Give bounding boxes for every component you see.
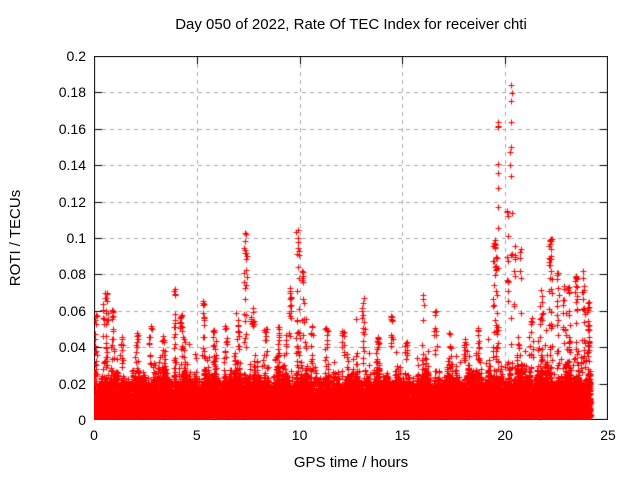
y-tick-label: 0.08	[58, 266, 86, 283]
y-tick-label: 0.18	[58, 84, 86, 101]
y-tick-label: 0.1	[66, 230, 86, 246]
y-tick-label: 0.02	[58, 375, 86, 392]
y-tick-label: 0.06	[58, 302, 86, 319]
y-tick-label: 0.16	[58, 120, 86, 137]
y-tick-label: 0.12	[58, 193, 86, 210]
x-tick-label: 15	[394, 427, 411, 443]
x-axis-label: GPS time / hours	[293, 454, 409, 471]
y-tick-label: 0.14	[58, 157, 86, 174]
chart-title: Day 050 of 2022, Rate Of TEC Index for r…	[175, 16, 527, 33]
plot-area	[94, 56, 608, 420]
x-tick-label: 0	[90, 427, 98, 443]
x-tick-label: 20	[497, 427, 513, 443]
y-tick-label: 0	[78, 412, 86, 428]
x-tick-label: 10	[291, 427, 308, 443]
x-tick-label: 5	[192, 427, 201, 443]
y-tick-label: 0.04	[58, 339, 86, 356]
scatter-canvas	[94, 56, 608, 420]
y-tick-label: 0.2	[66, 48, 86, 64]
x-tick-label: 25	[600, 427, 616, 443]
